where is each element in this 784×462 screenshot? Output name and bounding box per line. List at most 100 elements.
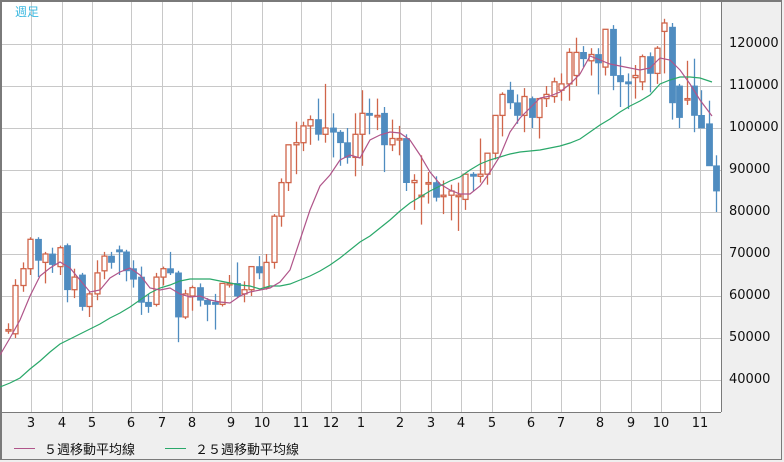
candle	[35, 237, 42, 278]
candle	[477, 138, 484, 183]
chart-title: 週足	[15, 5, 40, 19]
candle	[330, 113, 337, 158]
candle	[389, 119, 396, 152]
candle	[293, 121, 300, 175]
legend: ５週移動平均線 ２５週移動平均線	[14, 439, 329, 458]
candle	[167, 251, 174, 275]
x-tick-label: 1	[356, 416, 366, 431]
candle	[20, 262, 27, 292]
candle	[57, 245, 64, 275]
candle	[661, 18, 668, 74]
candle	[374, 98, 381, 131]
legend-label-ma25: ２５週移動平均線	[195, 443, 300, 458]
candle	[470, 172, 477, 191]
candle	[130, 260, 137, 288]
x-tick-label: 9	[626, 416, 636, 431]
candle	[411, 174, 418, 210]
x-tick-label: 11	[691, 416, 709, 431]
x-tick-label: 9	[226, 416, 236, 431]
candle	[256, 256, 263, 280]
candle	[116, 245, 123, 275]
candle	[691, 58, 698, 133]
y-tick-label: 100000	[729, 120, 779, 135]
candle	[625, 73, 632, 110]
candle	[455, 182, 462, 231]
candle	[698, 90, 705, 129]
x-tick-label: 5	[487, 416, 497, 431]
y-tick-label: 40000	[729, 372, 771, 387]
candle	[381, 107, 388, 173]
candle	[352, 113, 359, 177]
legend-item-ma5: ５週移動平均線	[14, 439, 135, 458]
candle	[212, 293, 219, 330]
ma5-line	[0, 55, 713, 356]
candle	[610, 25, 617, 91]
candle	[5, 323, 12, 334]
candle	[189, 285, 196, 311]
legend-label-ma5: ５週移動平均線	[44, 443, 136, 458]
candle	[271, 214, 278, 269]
candle	[197, 283, 204, 307]
candle	[182, 289, 189, 320]
candle	[684, 60, 691, 105]
candle	[160, 266, 167, 286]
x-tick-label: 4	[456, 416, 466, 431]
candle	[462, 173, 469, 210]
x-tick-label: 7	[157, 416, 167, 431]
x-tick-label: 2	[395, 416, 405, 431]
x-tick-label: 10	[652, 416, 670, 431]
candle	[551, 77, 558, 103]
candle	[79, 272, 86, 311]
candle	[521, 88, 528, 133]
candle	[300, 121, 307, 152]
candle	[366, 98, 373, 135]
x-tick-label: 3	[426, 416, 436, 431]
candle	[499, 92, 506, 137]
candle	[676, 83, 683, 128]
candle	[396, 125, 403, 156]
candle	[49, 247, 56, 273]
x-tick-label: 12	[322, 416, 340, 431]
y-tick-label: 110000	[729, 78, 779, 93]
y-tick-label: 60000	[729, 288, 771, 303]
x-tick-label: 6	[526, 416, 536, 431]
ma25-line	[0, 76, 713, 388]
candle	[617, 56, 624, 107]
x-tick-label: 5	[87, 416, 97, 431]
y-tick-label: 120000	[729, 36, 779, 51]
candle	[632, 65, 639, 99]
candle	[145, 293, 152, 313]
candle	[86, 291, 93, 317]
candlestick-plot	[0, 0, 722, 413]
candle	[322, 83, 329, 143]
candle	[27, 237, 34, 275]
candle	[101, 251, 108, 280]
candle	[713, 155, 720, 212]
candle	[580, 46, 587, 68]
y-tick-label: 50000	[729, 330, 771, 345]
candle	[94, 260, 101, 301]
x-tick-label: 6	[126, 416, 136, 431]
x-tick-label: 3	[26, 416, 36, 431]
candle	[108, 251, 115, 269]
candle	[514, 94, 521, 124]
x-tick-label: 11	[292, 416, 310, 431]
candle	[64, 243, 71, 303]
candle	[315, 98, 322, 141]
candle	[204, 298, 211, 322]
candle	[403, 134, 410, 191]
x-tick-label: 7	[556, 416, 566, 431]
x-tick-label: 8	[187, 416, 197, 431]
x-tick-label: 10	[253, 416, 271, 431]
candle	[602, 28, 609, 76]
y-tick-label: 70000	[729, 246, 771, 261]
y-tick-label: 90000	[729, 162, 771, 177]
y-tick-label: 80000	[729, 204, 771, 219]
candle	[219, 282, 226, 307]
candle	[706, 100, 713, 167]
candle	[42, 251, 49, 284]
candle	[278, 178, 285, 227]
legend-item-ma25: ２５週移動平均線	[165, 439, 299, 458]
candle	[285, 144, 292, 191]
